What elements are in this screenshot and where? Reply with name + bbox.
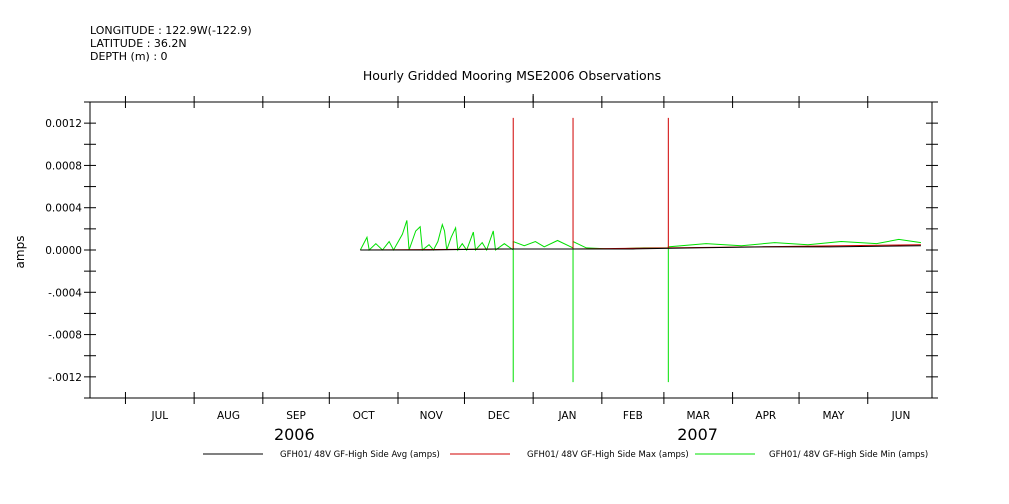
longitude-label: LONGITUDE : 122.9W(-122.9): [90, 24, 252, 37]
chart-title: Hourly Gridded Mooring MSE2006 Observati…: [363, 68, 661, 83]
legend-label-1: GFH01/ 48V GF-High Side Max (amps): [527, 450, 689, 460]
y-tick-label: 0.0012: [45, 118, 82, 130]
x-tick-label: NOV: [420, 410, 444, 422]
latitude-label: LATITUDE : 36.2N: [90, 37, 187, 50]
x-tick-label: APR: [755, 410, 776, 422]
year-label: 2007: [677, 425, 718, 444]
x-tick-label: DEC: [488, 410, 510, 422]
y-tick-label: -.0004: [48, 287, 82, 299]
legend: GFH01/ 48V GF-High Side Avg (amps) GFH01/…: [203, 450, 928, 460]
y-tick-label: -.0008: [48, 330, 82, 342]
series-line-0: [360, 245, 921, 251]
x-tick-label: MAR: [686, 410, 710, 422]
x-tick-label: SEP: [286, 410, 306, 422]
x-tick-label: OCT: [353, 410, 376, 422]
y-tick-label: 0.0000: [45, 245, 82, 257]
series-line-1: [360, 117, 921, 251]
axes: -.0012 -.0008 -.0004 0.0000 0.0004 0.0008 0.00…: [45, 94, 938, 444]
year-label: 2006: [274, 425, 315, 444]
x-tick-label: JUN: [891, 410, 911, 422]
y-tick-label: 0.0008: [45, 160, 82, 172]
x-tick-label: AUG: [217, 410, 240, 422]
series-line-2: [359, 220, 921, 383]
legend-label-0: GFH01/ 48V GF-High Side Avg (amps): [280, 450, 440, 460]
x-tick-label: FEB: [623, 410, 643, 422]
y-axis-label: amps: [13, 236, 27, 269]
x-tick-label: JUL: [150, 410, 168, 422]
y-tick-label: -.0012: [48, 372, 82, 384]
depth-label: DEPTH (m) : 0: [90, 50, 168, 63]
x-tick-label: MAY: [822, 410, 844, 422]
x-tick-label: JAN: [558, 410, 577, 422]
legend-label-2: GFH01/ 48V GF-High Side Min (amps): [769, 450, 928, 460]
series-layer: [359, 117, 921, 383]
y-tick-label: 0.0004: [45, 203, 82, 215]
